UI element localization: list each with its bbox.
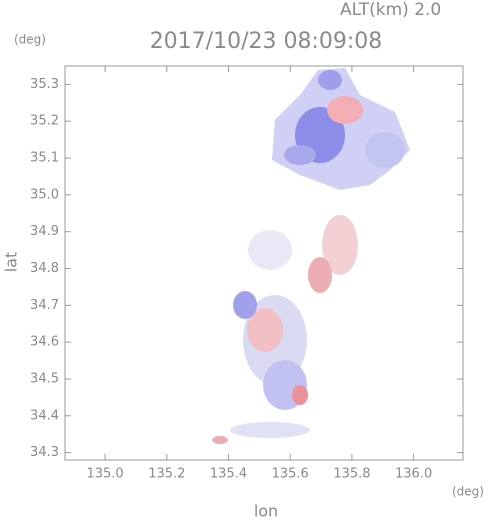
x-tick-label: 135.0 (86, 467, 123, 482)
x-tick-label: 135.6 (272, 467, 309, 482)
echo-field (212, 68, 410, 444)
y-unit: (deg) (14, 33, 46, 47)
echo-cell (365, 132, 405, 168)
x-tick-label: 135.2 (148, 467, 185, 482)
y-tick-label: 34.9 (30, 224, 59, 239)
x-unit: (deg) (452, 485, 484, 499)
x-tick-label: 136.0 (395, 467, 432, 482)
x-tick-label: 135.4 (210, 467, 247, 482)
x-tick-label: 135.8 (333, 467, 370, 482)
y-tick-label: 34.4 (30, 408, 59, 423)
echo-cell (308, 257, 332, 293)
echo-cell (248, 230, 292, 270)
echo-cell (233, 291, 257, 319)
y-axis-label: lat (2, 252, 21, 273)
echo-cell (212, 436, 228, 444)
y-tick-label: 34.6 (30, 335, 59, 350)
y-tick-label: 35.0 (30, 187, 59, 202)
echo-cell (327, 96, 363, 124)
y-tick-label: 35.3 (30, 77, 59, 92)
y-tick-label: 34.5 (30, 371, 59, 386)
plot-frame (64, 65, 464, 461)
y-tick-label: 35.1 (30, 151, 59, 166)
echo-cell (284, 145, 316, 165)
echo-cell (230, 422, 310, 438)
chart-title: 2017/10/23 08:09:08 (150, 29, 383, 54)
echo-cell (292, 385, 308, 405)
y-tick-label: 34.8 (30, 261, 59, 276)
echo-cell (247, 308, 283, 352)
y-tick-label: 34.7 (30, 298, 59, 313)
echo-cell (322, 215, 358, 275)
y-tick-label: 35.2 (30, 114, 59, 129)
y-tick-label: 34.3 (30, 445, 59, 460)
chart-subtitle: ALT(km) 2.0 (340, 0, 441, 20)
x-axis-label: lon (254, 502, 278, 521)
echo-cell (318, 70, 342, 90)
